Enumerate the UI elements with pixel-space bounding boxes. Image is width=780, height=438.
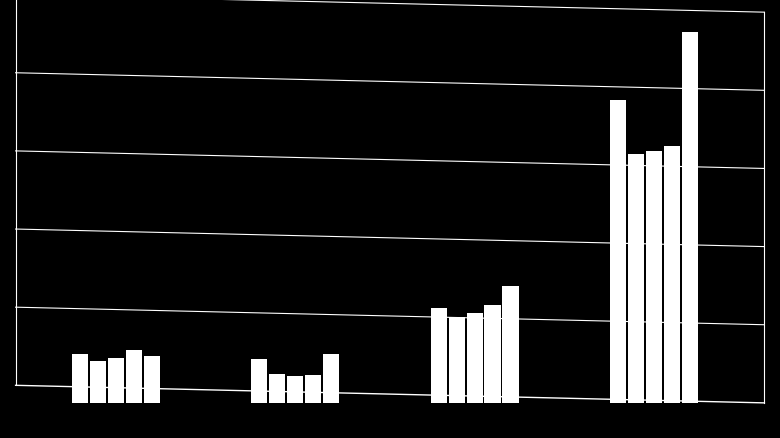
Bar	[269, 374, 285, 403]
Bar	[664, 147, 680, 403]
Bar	[610, 101, 626, 403]
Bar	[287, 376, 303, 403]
Bar	[646, 152, 662, 403]
Bar	[72, 354, 88, 403]
Bar	[305, 374, 321, 403]
Bar	[448, 318, 465, 403]
Bar	[431, 308, 447, 403]
Bar	[484, 306, 501, 403]
Bar	[251, 359, 268, 403]
Bar	[108, 358, 124, 403]
Bar	[628, 155, 644, 403]
Bar	[126, 350, 142, 403]
Bar	[682, 33, 698, 403]
Bar	[466, 313, 483, 403]
Bar	[502, 286, 519, 403]
Bar	[144, 357, 160, 403]
Bar	[323, 354, 339, 403]
Bar	[90, 361, 106, 403]
